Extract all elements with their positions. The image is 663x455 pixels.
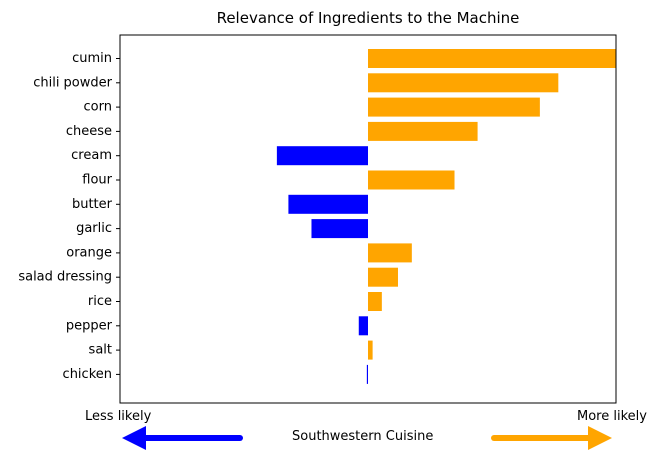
bar-butter [288,194,368,214]
bar-salt [368,340,373,360]
more-likely-label: More likely [577,409,647,424]
bar-rice [368,292,382,311]
y-label-flour: flour [82,173,112,188]
y-label-rice: rice [88,294,112,309]
y-label-salad-dressing: salad dressing [18,270,112,285]
axis-caption: Southwestern Cuisine [292,429,434,444]
y-label-salt: salt [89,343,112,358]
bar-garlic [311,219,368,239]
chart-title: Relevance of Ingredients to the Machine [216,9,520,27]
y-label-chili-powder: chili powder [33,75,112,90]
bar-pepper [358,316,368,336]
less-likely-label: Less likely [85,409,152,424]
bar-flour [368,170,455,190]
y-label-corn: corn [84,100,112,115]
bar-salad-dressing [368,267,398,287]
y-label-pepper: pepper [66,318,113,333]
bar-corn [368,97,540,117]
bar-chili-powder [368,73,559,93]
y-label-cumin: cumin [72,51,112,66]
y-tick-labels: cumin chili powder corn cheese cream flour but… [18,51,120,382]
bar-cream [276,146,368,166]
y-label-garlic: garlic [76,221,112,236]
bar-cumin [368,49,616,68]
y-label-orange: orange [66,245,112,260]
bar-chicken [366,364,368,384]
y-label-cream: cream [71,148,112,163]
y-label-cheese: cheese [66,124,112,139]
bar-orange [368,243,412,263]
y-label-butter: butter [72,197,113,212]
plot-area-frame [119,34,617,404]
y-label-chicken: chicken [63,367,112,382]
bar-cheese [368,121,478,141]
bars-group [276,49,616,384]
